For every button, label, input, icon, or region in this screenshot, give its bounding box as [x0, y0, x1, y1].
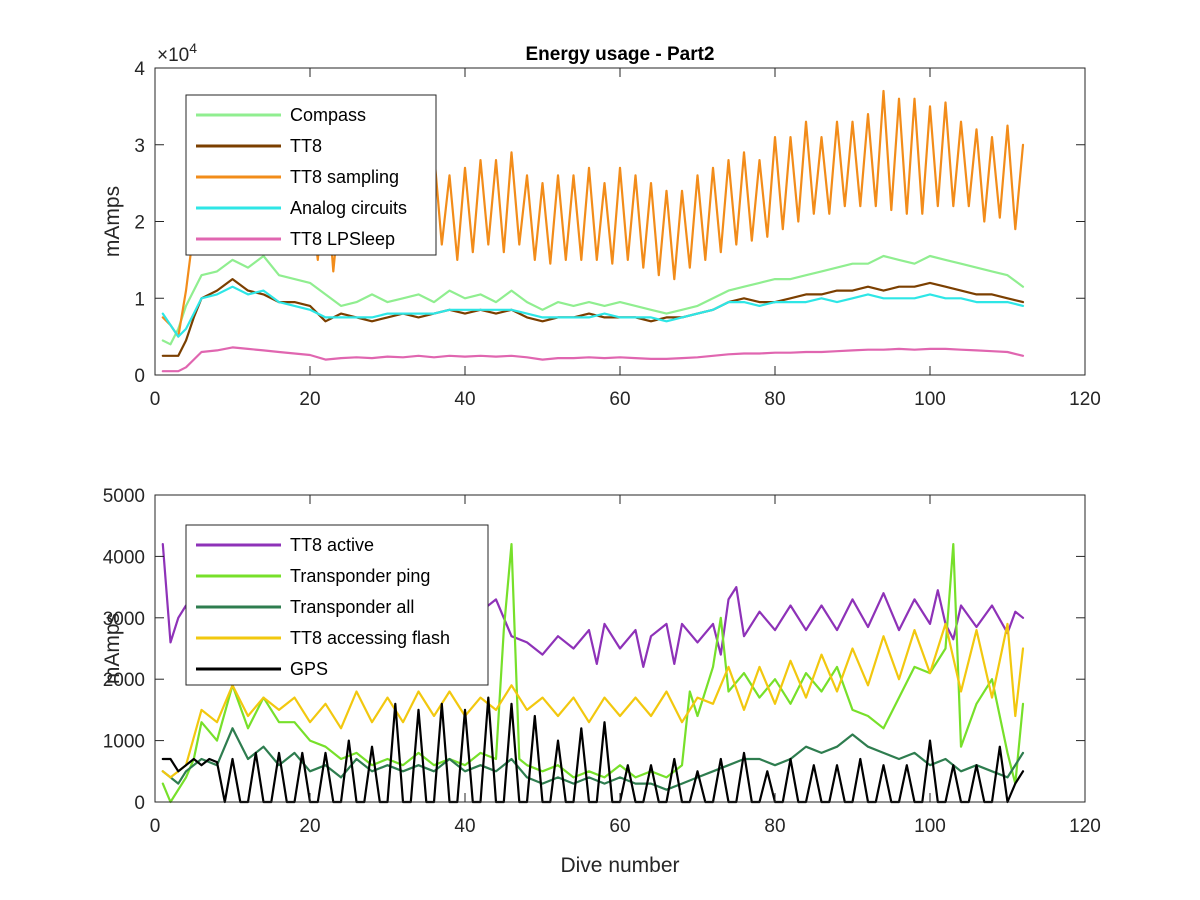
legend-entry-label: TT8 active [290, 535, 374, 555]
x-tick-label: 100 [914, 389, 946, 410]
legend-entry-label: Analog circuits [290, 198, 407, 218]
x-tick-label: 80 [764, 816, 785, 837]
legend-box [185, 524, 489, 686]
y-axis-label: mAmps [101, 186, 124, 257]
y-tick-label: 2000 [103, 670, 145, 691]
legend-entry-label: Compass [290, 105, 366, 125]
series-line-analog-circuits [161, 285, 1025, 338]
y-tick-label: 4 [134, 59, 145, 80]
legend-entry-label: GPS [290, 659, 328, 679]
legend-box [185, 94, 437, 256]
x-tick-label: 60 [609, 816, 630, 837]
y-tick-label: 1000 [103, 732, 145, 753]
y-exponent-label: ×104 [157, 40, 197, 66]
x-tick-label: 20 [299, 816, 320, 837]
legend-entry-label: Transponder all [290, 597, 414, 617]
legend: Compass TT8 TT8 sampling Analog circuits TT8… [185, 94, 437, 256]
x-tick-label: 0 [150, 816, 161, 837]
x-tick-label: 100 [914, 816, 946, 837]
series-line-gps [161, 696, 1025, 804]
y-tick-label: 1 [134, 289, 145, 310]
x-tick-label: 60 [609, 389, 630, 410]
legend-entry-label: TT8 [290, 136, 322, 156]
x-tick-label: 80 [764, 389, 785, 410]
x-tick-label: 40 [454, 389, 475, 410]
x-axis-label: Dive number [560, 854, 679, 877]
x-tick-label: 120 [1069, 816, 1101, 837]
y-tick-label: 2 [134, 213, 145, 234]
legend-entry-label: Transponder ping [290, 566, 430, 586]
series-line-tt8 [161, 278, 1025, 357]
x-tick-label: 40 [454, 816, 475, 837]
x-tick-label: 0 [150, 389, 161, 410]
y-tick-label: 4000 [103, 547, 145, 568]
y-axis-label: mAmps [101, 613, 124, 684]
y-tick-label: 3000 [103, 609, 145, 630]
y-tick-label: 0 [134, 793, 145, 814]
y-exponent-power: 4 [189, 40, 197, 56]
x-tick-label: 120 [1069, 389, 1101, 410]
legend: TT8 active Transponder ping Transponder al… [185, 524, 489, 686]
series-line-transponder-all [161, 727, 1025, 791]
series-line-tt8-lpsleep [161, 346, 1025, 373]
series-line-compass [161, 254, 1025, 346]
y-tick-label: 3 [134, 136, 145, 157]
chart-panel-2: 0 20 40 60 80 100 120 0 1000 2000 3000 4000 5000 mAmp… [101, 486, 1101, 877]
y-tick-label: 5000 [103, 486, 145, 507]
chart-title: Energy usage - Part2 [525, 44, 714, 65]
x-tick-label: 20 [299, 389, 320, 410]
series-line-transponder-ping [161, 543, 1025, 804]
series-line-tt8-accessing-flash [161, 622, 1025, 779]
legend-entry-label: TT8 sampling [290, 167, 399, 187]
y-tick-label: 0 [134, 366, 145, 387]
legend-entry-label: TT8 accessing flash [290, 628, 450, 648]
legend-entry-label: TT8 LPSleep [290, 229, 395, 249]
